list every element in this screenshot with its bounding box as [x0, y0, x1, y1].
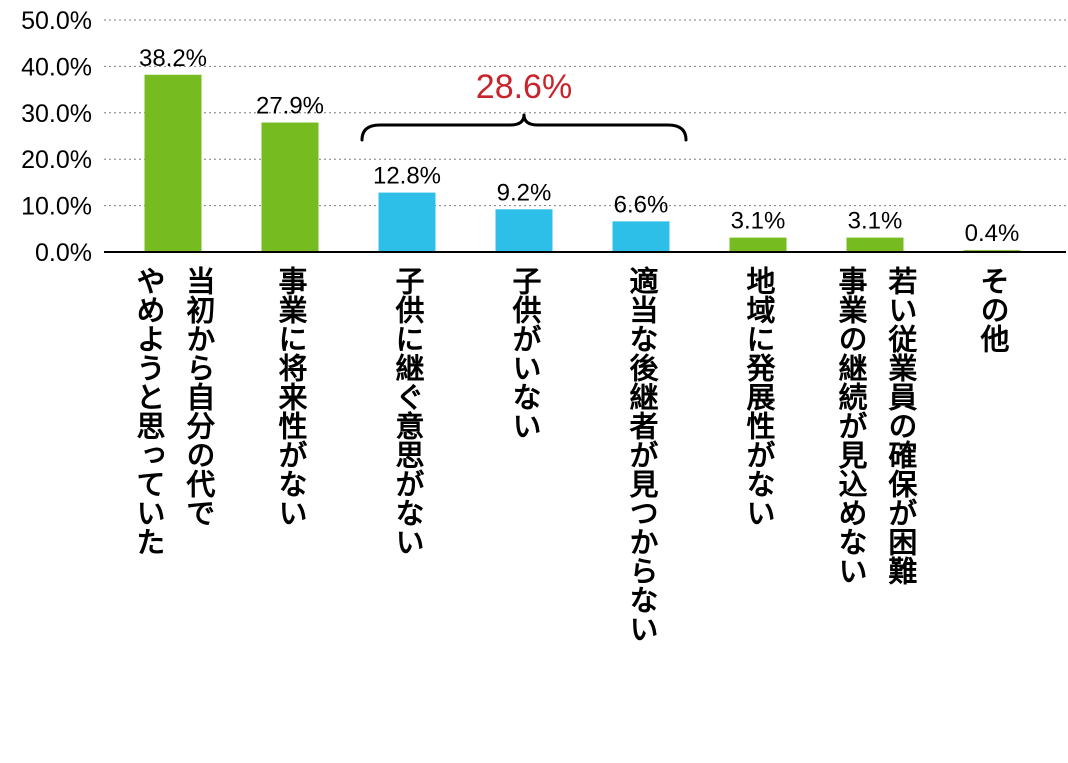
data-label: 3.1% — [731, 208, 786, 235]
data-label: 3.1% — [848, 208, 903, 235]
bar — [846, 237, 904, 252]
bar — [144, 74, 202, 252]
category-label: 子供がいない — [507, 266, 542, 440]
data-label: 27.9% — [256, 93, 324, 120]
data-label: 6.6% — [614, 191, 669, 218]
data-label: 9.2% — [497, 179, 552, 206]
y-tick-label: 30.0% — [21, 100, 92, 128]
y-tick-label: 40.0% — [21, 53, 92, 81]
bar — [729, 237, 787, 252]
y-tick-label: 0.0% — [35, 239, 92, 267]
group-total-label: 28.6% — [476, 68, 572, 106]
bars — [144, 74, 1021, 252]
category-label: その他 — [975, 266, 1010, 353]
category-label: 若い従業員の確保が困難 事業の継続が見込めない — [834, 266, 918, 585]
category-label: 適当な後継者が見つからない — [624, 266, 659, 643]
y-axis-ticks: 0.0% 10.0% 20.0% 30.0% 40.0% 50.0% — [21, 7, 92, 267]
bar — [612, 221, 670, 252]
category-label: 当初から自分の代で やめようと思っていた — [132, 266, 216, 556]
y-tick-label: 10.0% — [21, 193, 92, 221]
data-label: 0.4% — [965, 220, 1020, 247]
y-tick-label: 50.0% — [21, 7, 92, 35]
bar — [378, 192, 436, 252]
y-tick-label: 20.0% — [21, 146, 92, 174]
category-label: 地域に発展性がない — [741, 266, 776, 527]
data-label: 12.8% — [373, 163, 441, 190]
bar — [495, 209, 553, 252]
data-label: 38.2% — [139, 45, 207, 72]
bar — [261, 122, 319, 252]
category-label: 事業に将来性がない — [273, 266, 308, 527]
group-brace — [360, 113, 688, 142]
data-labels: 38.2% 27.9% 12.8% 9.2% 6.6% 3.1% 3.1% 0.4% — [139, 45, 1019, 247]
grid-lines — [104, 19, 1066, 207]
category-label: 子供に継ぐ意思がない — [390, 266, 425, 556]
